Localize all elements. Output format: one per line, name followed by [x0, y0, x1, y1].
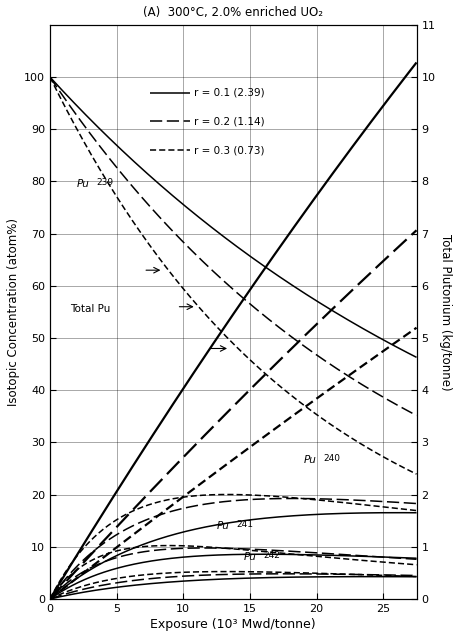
Text: 240: 240: [323, 454, 340, 463]
Text: 241: 241: [236, 519, 253, 528]
Text: Pu: Pu: [217, 521, 230, 531]
Text: Pu: Pu: [77, 179, 90, 189]
Text: r = 0.2 (1.14): r = 0.2 (1.14): [194, 116, 264, 126]
Text: 239: 239: [97, 177, 114, 187]
X-axis label: Exposure (10³ Mwd/tonne): Exposure (10³ Mwd/tonne): [151, 618, 316, 631]
Text: Pu: Pu: [243, 552, 256, 562]
Text: r = 0.3 (0.73): r = 0.3 (0.73): [194, 145, 264, 155]
Y-axis label: Total Plutonium (kg/tonne): Total Plutonium (kg/tonne): [439, 234, 452, 390]
Text: r = 0.1 (2.39): r = 0.1 (2.39): [194, 87, 264, 98]
Text: Pu: Pu: [303, 456, 316, 465]
Text: (A)  300°C, 2.0% enriched UO₂: (A) 300°C, 2.0% enriched UO₂: [143, 6, 323, 19]
Y-axis label: Isotopic Concentration (atom%): Isotopic Concentration (atom%): [7, 218, 20, 406]
Text: Total Pu: Total Pu: [70, 304, 110, 314]
Text: 242: 242: [263, 551, 280, 560]
